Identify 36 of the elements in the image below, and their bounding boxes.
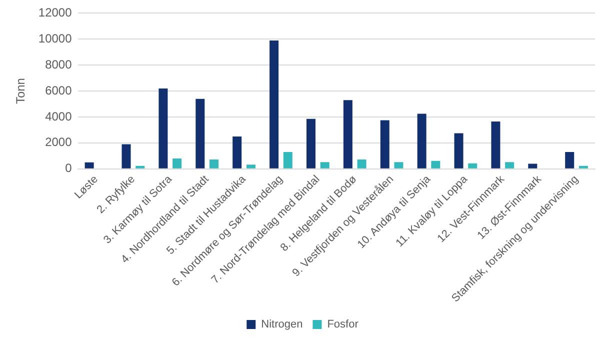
bar — [136, 166, 145, 168]
bar — [357, 160, 366, 168]
y-tick-label: 6000 — [45, 83, 72, 98]
bar — [417, 114, 426, 168]
bar — [283, 152, 292, 168]
bar — [380, 120, 390, 168]
bar — [343, 100, 352, 168]
bar — [232, 136, 242, 168]
y-tick-label: 4000 — [45, 109, 72, 124]
bar — [431, 160, 440, 168]
bar — [565, 152, 574, 168]
bar — [158, 88, 168, 168]
bar — [320, 162, 330, 168]
bar — [528, 164, 538, 168]
legend-label: Nitrogen — [261, 318, 303, 331]
y-tick-label: 8000 — [45, 57, 72, 72]
bar — [210, 160, 219, 168]
y-axis-title: Tonn — [14, 78, 28, 104]
bar — [394, 162, 404, 168]
y-tick-label: 2000 — [45, 135, 72, 150]
bar — [505, 162, 514, 168]
bar — [491, 122, 500, 168]
bar — [270, 40, 279, 168]
bar — [306, 118, 316, 168]
bar — [578, 166, 588, 168]
bar — [172, 158, 182, 168]
bar — [246, 164, 256, 168]
y-tick-label: 10000 — [38, 31, 72, 46]
legend-label: Fosfor — [327, 318, 359, 331]
bar — [468, 163, 478, 168]
bar — [196, 98, 205, 168]
y-tick-label: 12000 — [38, 6, 72, 20]
bar — [454, 133, 464, 168]
bar — [122, 144, 131, 168]
bar — [84, 162, 94, 168]
y-tick-label: 0 — [65, 161, 72, 176]
